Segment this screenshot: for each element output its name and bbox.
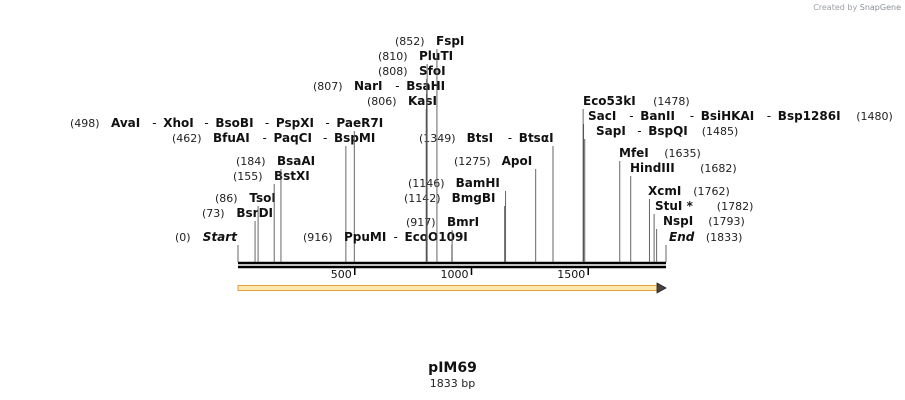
axis-tick-label-500: 500 — [331, 268, 352, 281]
site-separator: - — [394, 230, 398, 244]
site-position-nari: (807) — [313, 80, 343, 93]
site-enzyme-bmgbi[interactable]: BmgBI — [452, 191, 496, 205]
site-enzyme-paer7i[interactable]: PaeR7I — [336, 116, 383, 130]
site-position-bsaai: (184) — [236, 155, 266, 168]
site-position-bstxi: (155) — [233, 170, 263, 183]
site-separator: - — [323, 131, 327, 145]
site-enzyme-sfoi[interactable]: SfoI — [419, 64, 446, 78]
site-position-fspi: (852) — [395, 35, 425, 48]
site-position-mfei: (1635) — [664, 147, 701, 160]
site-separator: - — [629, 109, 633, 123]
site-position-eco53ki: (1478) — [653, 95, 690, 108]
site-enzyme-eco53ki[interactable]: Eco53kI — [583, 94, 636, 108]
site-separator: - — [395, 79, 399, 93]
site-position-ppumi: (916) — [303, 231, 333, 244]
site-position-pluti: (810) — [378, 50, 408, 63]
site-position-end: (1833) — [706, 231, 743, 244]
site-separator: - — [152, 116, 156, 130]
site-enzyme-bsobi[interactable]: BsoBI — [215, 116, 253, 130]
site-enzyme-xcmi[interactable]: XcmI — [648, 184, 681, 198]
site-separator: - — [637, 124, 641, 138]
site-separator: - — [508, 131, 512, 145]
site-enzyme-hindiii[interactable]: HindIII — [630, 161, 675, 175]
site-enzyme-sapi[interactable]: SapI — [596, 124, 626, 138]
site-enzyme-banii[interactable]: BanII — [640, 109, 675, 123]
site-enzyme-bsaai[interactable]: BsaAI — [277, 154, 315, 168]
site-position-kasi: (806) — [367, 95, 397, 108]
site-position-xcmi: (1762) — [693, 185, 730, 198]
site-enzyme-bamhi[interactable]: BamHI — [456, 176, 500, 190]
site-enzyme-nspi[interactable]: NspI — [663, 214, 693, 228]
site-separator: - — [690, 109, 694, 123]
site-separator: - — [204, 116, 208, 130]
site-position-bfuai: (462) — [172, 132, 202, 145]
site-enzyme-xhoi[interactable]: XhoI — [163, 116, 194, 130]
site-enzyme-tsoi[interactable]: TsoI — [249, 191, 275, 205]
site-enzyme-pspxi[interactable]: PspXI — [276, 116, 314, 130]
site-separator: - — [265, 116, 269, 130]
site-position-start: (0) — [175, 231, 191, 244]
site-position-sapi: (1485) — [702, 125, 739, 138]
site-position-apoi: (1275) — [454, 155, 491, 168]
site-enzyme-bsahi[interactable]: BsaHI — [406, 79, 445, 93]
site-position-bsrdi: (73) — [202, 207, 225, 220]
site-enzyme-ppumi[interactable]: PpuMI — [344, 230, 386, 244]
site-enzyme-end[interactable]: End — [669, 230, 695, 244]
site-position-avai: (498) — [70, 117, 100, 130]
feature-arrow-head[interactable] — [656, 282, 667, 294]
site-position-hindiii: (1682) — [700, 162, 737, 175]
feature-arrow-body[interactable] — [237, 285, 659, 291]
credit: Created by SnapGene — [813, 3, 901, 12]
site-position-nspi: (1793) — [708, 215, 745, 228]
site-enzyme-bfuai[interactable]: BfuAI — [213, 131, 250, 145]
axis-tick-label-1500: 1500 — [557, 268, 585, 281]
plasmid-name: pIM69 — [428, 360, 477, 376]
site-enzyme-bspqi[interactable]: BspQI — [648, 124, 688, 138]
site-enzyme-bsrdi[interactable]: BsrDI — [236, 206, 273, 220]
credit-prefix: Created by — [813, 3, 858, 12]
site-separator: - — [263, 131, 267, 145]
site-enzyme-mfei[interactable]: MfeI — [619, 146, 649, 160]
site-enzyme-avai[interactable]: AvaI — [111, 116, 140, 130]
site-enzyme-nari[interactable]: NarI — [354, 79, 383, 93]
site-enzyme-start[interactable]: Start — [203, 230, 238, 244]
site-position-sfoi: (808) — [378, 65, 408, 78]
site-enzyme-apoi[interactable]: ApoI — [502, 154, 533, 168]
site-enzyme-btsi[interactable]: BtsαI — [519, 131, 554, 145]
site-separator: - — [767, 109, 771, 123]
site-enzyme-bstxi[interactable]: BstXI — [274, 169, 310, 183]
site-enzyme-ecoo109i[interactable]: EcoO109I — [405, 230, 468, 244]
site-enzyme-saci[interactable]: SacI — [588, 109, 616, 123]
site-position-bmri: (917) — [406, 216, 436, 229]
site-enzyme-paqci[interactable]: PaqCI — [274, 131, 312, 145]
site-enzyme-bmri[interactable]: BmrI — [447, 215, 479, 229]
plasmid-length: 1833 bp — [429, 377, 476, 390]
site-enzyme-pluti[interactable]: PluTI — [419, 49, 453, 63]
site-enzyme-kasi[interactable]: KasI — [408, 94, 437, 108]
site-position-bmgbi: (1142) — [404, 192, 441, 205]
site-position-tsoi: (86) — [215, 192, 238, 205]
site-position-stui: (1782) — [717, 200, 754, 213]
site-enzyme-btsi[interactable]: BtsI — [467, 131, 494, 145]
site-enzyme-bsihkai[interactable]: BsiHKAI — [701, 109, 755, 123]
site-enzyme-stui[interactable]: StuI * — [655, 199, 694, 213]
axis-tick-label-1000: 1000 — [440, 268, 468, 281]
site-position-saci: (1480) — [856, 110, 893, 123]
site-enzyme-fspi[interactable]: FspI — [436, 34, 464, 48]
site-enzyme-bsp1286i[interactable]: Bsp1286I — [778, 109, 841, 123]
credit-brand: SnapGene — [859, 3, 901, 12]
site-separator: - — [325, 116, 329, 130]
